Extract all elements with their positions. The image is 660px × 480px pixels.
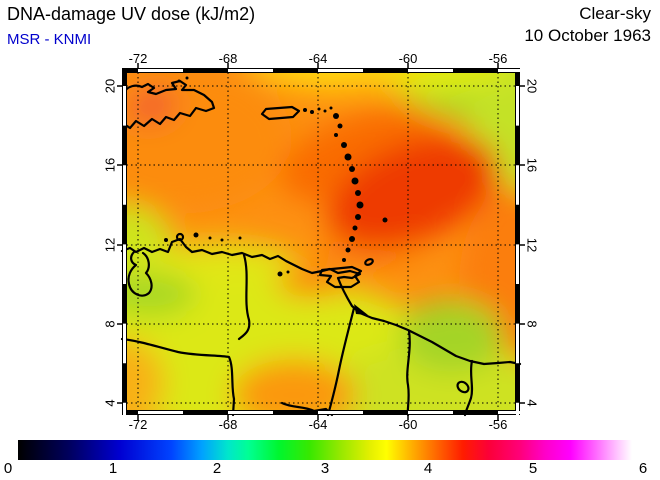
lon-tick-bottom: -64 — [308, 417, 328, 432]
colorbar-gradient — [18, 440, 632, 460]
small-islands — [164, 76, 388, 315]
river-guyana — [406, 329, 411, 417]
venezuela-coast — [120, 237, 522, 366]
map-panel — [117, 63, 525, 420]
frame-ticks — [117, 63, 525, 420]
lat-tick-left: 8 — [102, 320, 118, 328]
heatmap-field — [122, 68, 520, 415]
lat-tick-right: 20 — [524, 78, 540, 94]
colorbar-tick: 6 — [638, 460, 648, 477]
river-apure — [237, 253, 251, 341]
curacao-outline — [175, 232, 185, 242]
lon-tick-bottom: -68 — [218, 417, 238, 432]
barbados-island — [382, 217, 388, 223]
heatmap-blobs — [122, 68, 520, 415]
coastlines — [120, 79, 522, 417]
map-frame — [117, 63, 525, 420]
hispaniola-coast — [122, 79, 216, 130]
colorbar-tick: 4 — [423, 460, 433, 477]
lat-tick-left: 4 — [102, 399, 118, 407]
colorbar-tick: 0 — [3, 460, 13, 477]
date-label: 10 October 1963 — [524, 26, 651, 45]
lat-tick-right: 12 — [524, 237, 540, 253]
page-title: DNA-damage UV dose (kJ/m2) — [7, 4, 256, 24]
lon-tick-top: -64 — [308, 51, 328, 66]
product-label: MSR - KNMI — [7, 31, 92, 48]
colorbar-tick: 2 — [212, 460, 222, 477]
lesser-antilles-islands — [333, 113, 364, 262]
tobago-outline — [364, 258, 374, 266]
lon-tick-top: -68 — [218, 51, 238, 66]
lon-tick-bottom: -72 — [128, 417, 148, 432]
lon-tick-top: -72 — [128, 51, 148, 66]
colorbar-tick: 5 — [528, 460, 538, 477]
guyana-lake-outline — [456, 380, 470, 394]
lon-tick-top: -56 — [488, 51, 508, 66]
lat-tick-right: 4 — [524, 399, 540, 407]
lon-tick-top: -60 — [398, 51, 418, 66]
condition-label: Clear-sky — [579, 4, 651, 23]
lake-maracaibo — [127, 250, 153, 297]
orinoco-delta — [354, 304, 368, 315]
trinidad-coast — [318, 265, 363, 289]
lat-tick-left: 16 — [102, 157, 118, 173]
lat-tick-left: 20 — [102, 78, 118, 94]
border-essequibo — [326, 306, 356, 417]
lat-tick-left: 12 — [102, 237, 118, 253]
lat-tick-right: 8 — [524, 320, 540, 328]
colorbar-tick: 1 — [108, 460, 118, 477]
colorbar-tick: 3 — [320, 460, 330, 477]
lon-tick-bottom: -56 — [488, 417, 508, 432]
puerto-rico-coast — [260, 105, 301, 121]
lat-tick-right: 16 — [524, 157, 540, 173]
river-orinoco — [120, 337, 236, 417]
lon-tick-bottom: -60 — [398, 417, 418, 432]
